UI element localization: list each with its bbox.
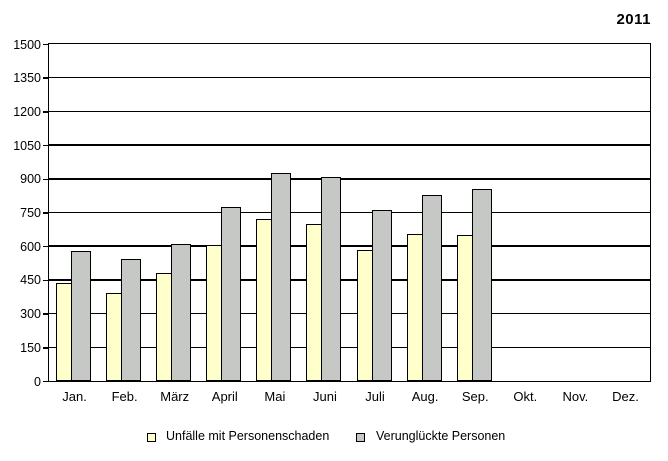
gridline (49, 279, 650, 281)
y-axis-tick (43, 313, 49, 315)
bar-verungluckte (321, 176, 342, 381)
bar-verungluckte (221, 206, 242, 381)
x-tick-label: Okt. (513, 389, 538, 404)
x-tick-label: Sep. (461, 389, 489, 404)
legend-marker-verungluckte (356, 433, 365, 442)
x-tick-label: März (160, 389, 190, 404)
chart-title: 2011 (616, 11, 651, 28)
y-axis-tick (43, 178, 49, 181)
y-tick-label: 1200 (13, 104, 41, 119)
bar-verungluckte (171, 243, 192, 381)
y-tick-label: 150 (20, 340, 41, 355)
bar-verungluckte (71, 250, 92, 381)
y-axis-tick (43, 43, 49, 46)
y-tick-label: 1050 (13, 138, 41, 153)
x-tick-label: Dez. (612, 389, 639, 404)
bar-verungluckte (421, 194, 442, 381)
bar-verungluckte (121, 258, 142, 381)
bar-verungluckte (471, 188, 492, 381)
gridline (49, 144, 650, 146)
y-tick-label: 1350 (13, 71, 41, 86)
gridline (49, 346, 650, 349)
legend-label-unfaelle: Unfälle mit Personenschaden (166, 429, 330, 443)
y-tick-label: 600 (20, 239, 41, 254)
x-tick-label: Jan. (62, 389, 87, 404)
y-tick-label: 450 (20, 273, 41, 288)
x-tick-label: Nov. (562, 389, 589, 404)
gridline (49, 312, 650, 315)
gridline (49, 110, 650, 113)
y-tick-label: 1500 (13, 37, 41, 52)
x-tick-label: Juli (365, 389, 385, 404)
y-axis-tick (43, 111, 49, 113)
gridline (49, 76, 650, 79)
y-axis-tick (43, 245, 49, 248)
bar-verungluckte (371, 210, 392, 381)
x-tick-label: Feb. (111, 389, 138, 404)
y-axis-tick (43, 347, 49, 349)
y-tick-label: 750 (20, 206, 41, 220)
x-tick-label: Aug. (411, 389, 439, 404)
x-tick-label: Juni (313, 389, 337, 404)
y-axis-tick (43, 380, 49, 383)
gridline (49, 178, 650, 180)
y-axis-tick (43, 144, 49, 147)
gridline (49, 211, 650, 214)
y-axis-tick (43, 77, 49, 79)
gridline (49, 245, 650, 247)
bar-verungluckte (271, 173, 292, 381)
y-axis-tick (43, 279, 49, 282)
legend-marker-unfaelle (147, 433, 156, 442)
y-tick-label: 0 (34, 374, 41, 389)
y-tick-label: 900 (20, 172, 41, 187)
x-tick-label: Mai (264, 389, 286, 404)
y-tick-label: 300 (20, 307, 41, 322)
y-axis-tick (43, 212, 49, 214)
plot-area (48, 43, 651, 382)
legend-label-verungluckte: Verunglückte Personen (376, 429, 506, 443)
x-tick-label: April (211, 389, 238, 404)
